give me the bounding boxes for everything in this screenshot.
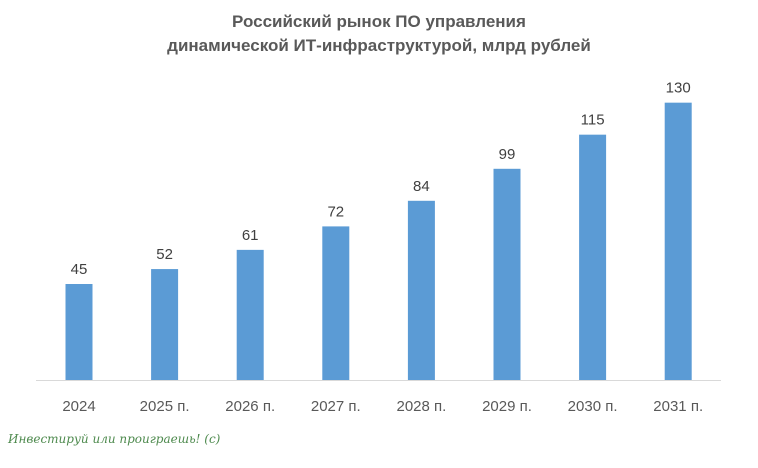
chart-title: Российский рынок ПО управления динамичес… bbox=[0, 10, 758, 58]
bar bbox=[493, 168, 521, 380]
x-tick-label: 2030 п. bbox=[568, 398, 618, 415]
x-tick-label: 2026 п. bbox=[225, 398, 275, 415]
data-label: 52 bbox=[156, 246, 173, 263]
bar bbox=[151, 269, 179, 380]
x-tick-label: 2028 п. bbox=[396, 398, 446, 415]
x-tick-label: 2027 п. bbox=[311, 398, 361, 415]
bar bbox=[579, 134, 607, 380]
watermark: Инвестируй или проиграешь! (с) bbox=[8, 432, 221, 446]
data-label: 72 bbox=[327, 203, 344, 220]
data-label: 115 bbox=[581, 112, 605, 129]
data-label: 61 bbox=[242, 227, 259, 244]
x-tick-label: 2031 п. bbox=[653, 398, 703, 415]
bar bbox=[236, 249, 264, 380]
data-label: 130 bbox=[666, 80, 691, 97]
chart-title-line-2: динамической ИТ-инфраструктурой, млрд ру… bbox=[167, 36, 591, 55]
bar bbox=[65, 284, 93, 380]
bar bbox=[322, 226, 350, 380]
data-label: 84 bbox=[413, 178, 430, 195]
bar bbox=[407, 200, 435, 380]
chart-title-line-1: Российский рынок ПО управления bbox=[232, 12, 526, 31]
x-tick-label: 2025 п. bbox=[140, 398, 190, 415]
data-label: 45 bbox=[71, 261, 88, 278]
data-label: 99 bbox=[499, 146, 516, 163]
x-tick-label: 2029 п. bbox=[482, 398, 532, 415]
bar bbox=[664, 102, 692, 381]
x-tick-label: 2024 bbox=[62, 398, 95, 415]
